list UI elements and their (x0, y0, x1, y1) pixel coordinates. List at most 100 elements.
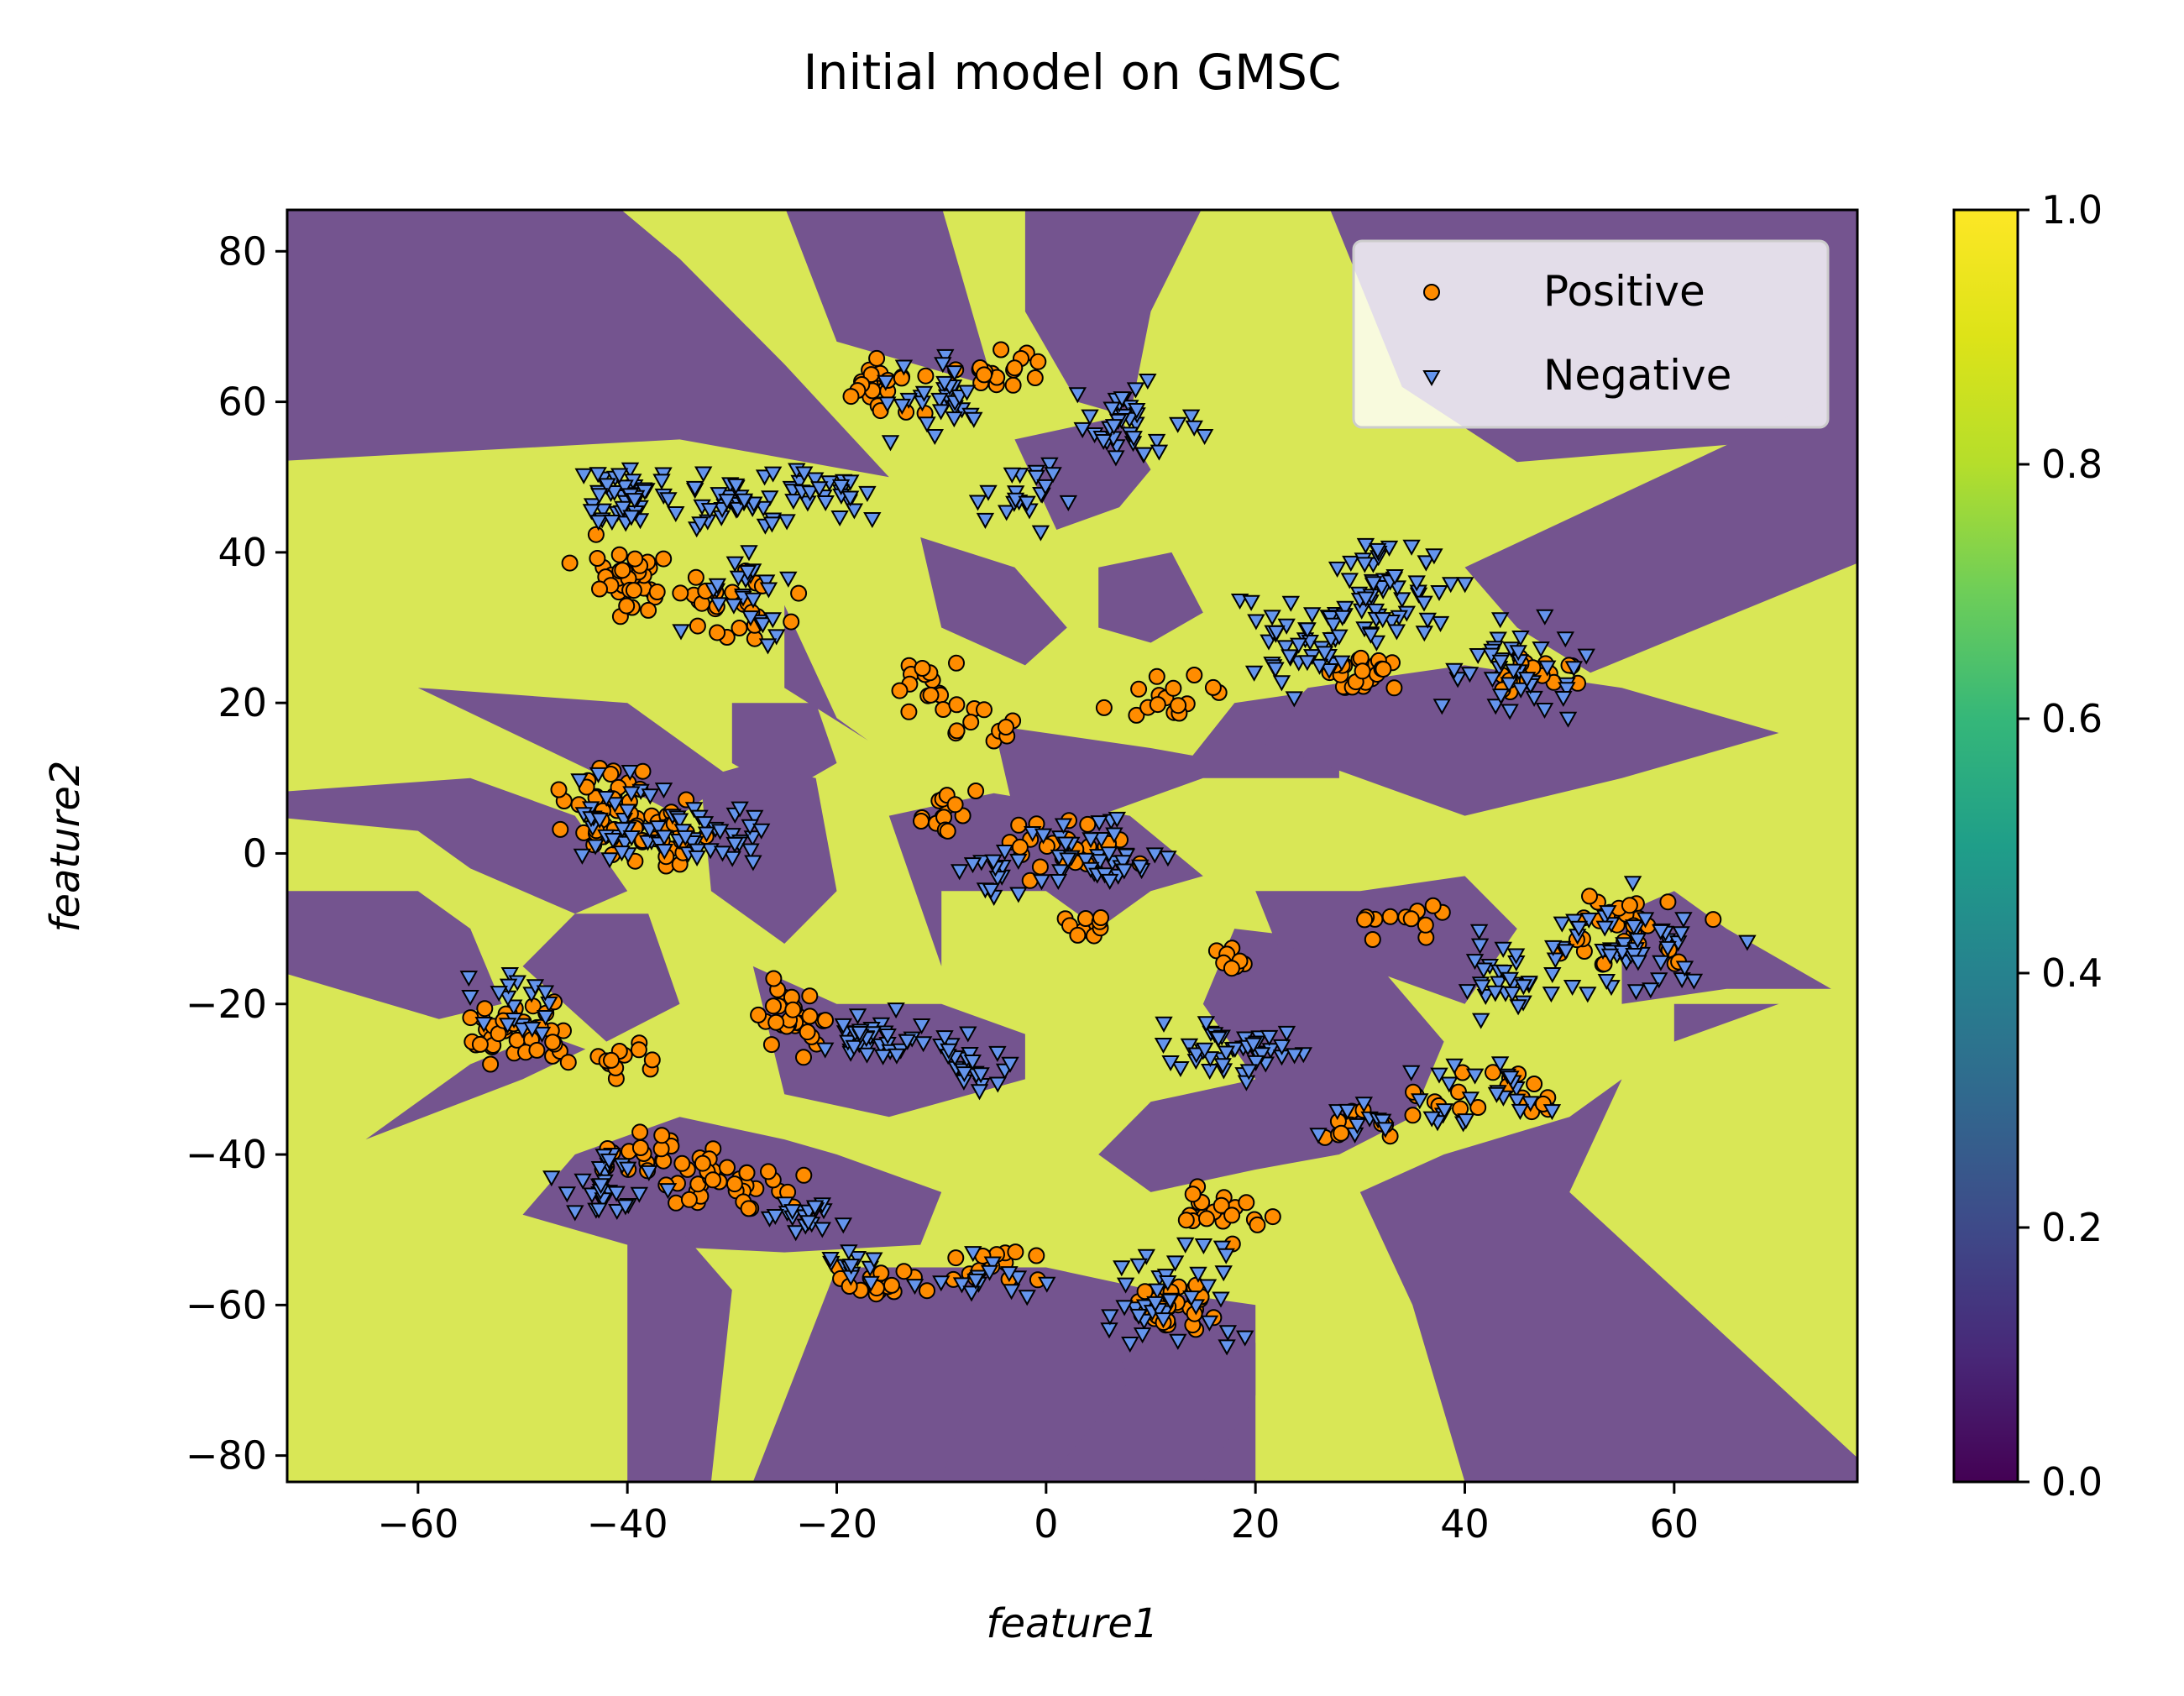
positive-point (844, 389, 859, 404)
positive-point (1622, 898, 1637, 913)
positive-point (1265, 1209, 1281, 1224)
positive-point (1357, 912, 1372, 927)
positive-point (473, 1037, 488, 1052)
y-tick-label: 0 (243, 830, 267, 876)
legend-negative-label: Negative (1543, 351, 1731, 400)
positive-point (690, 619, 705, 634)
positive-point (1406, 1107, 1421, 1123)
positive-point (977, 702, 992, 717)
positive-point (1365, 932, 1380, 947)
positive-point (561, 1055, 576, 1070)
positive-point (632, 1124, 647, 1139)
x-tick-label: −60 (377, 1501, 458, 1547)
positive-point (783, 615, 799, 630)
colorbar-tick-label: 0.4 (2041, 950, 2103, 996)
positive-point (950, 723, 965, 738)
positive-point (785, 1002, 800, 1018)
positive-point (552, 783, 567, 798)
positive-point (998, 720, 1013, 735)
positive-point (1660, 894, 1675, 909)
positive-point (1186, 1186, 1201, 1201)
positive-point (483, 1057, 498, 1072)
positive-point (604, 1053, 619, 1068)
positive-point (1224, 1207, 1239, 1222)
colorbar-tick-label: 1.0 (2041, 187, 2103, 233)
positive-point (689, 570, 704, 585)
x-tick-label: 20 (1231, 1501, 1281, 1547)
positive-point (673, 585, 688, 600)
positive-point (791, 586, 806, 601)
positive-point (766, 998, 781, 1013)
colorbar-gradient (1954, 210, 2018, 1482)
positive-point (1186, 667, 1202, 683)
colorbar-tick-label: 0.2 (2041, 1205, 2103, 1250)
positive-point (949, 697, 964, 712)
positive-point (948, 1250, 963, 1265)
positive-point (545, 1034, 560, 1050)
positive-point (592, 582, 607, 597)
positive-point (796, 1168, 811, 1183)
positive-point (914, 814, 929, 829)
positive-point (1705, 912, 1720, 927)
positive-point (656, 552, 671, 567)
y-axis: −80−60−40−20020406080 (186, 228, 287, 1478)
positive-point (766, 971, 781, 987)
x-tick-label: −20 (796, 1501, 877, 1547)
positive-point (1093, 910, 1108, 925)
positive-point (1224, 961, 1239, 976)
positive-point (1013, 840, 1028, 855)
positive-point (741, 1201, 757, 1216)
positive-point (894, 370, 909, 385)
positive-point (796, 1050, 811, 1065)
positive-point (800, 1024, 815, 1039)
positive-point (1527, 1076, 1542, 1091)
positive-point (529, 1043, 544, 1058)
positive-point (705, 1172, 720, 1187)
positive-point (641, 603, 656, 618)
positive-point (919, 1283, 935, 1298)
positive-point (869, 351, 884, 366)
positive-point (626, 583, 642, 598)
positive-point (802, 988, 817, 1003)
legend-positive-label: Positive (1543, 267, 1705, 316)
positive-point (893, 683, 908, 699)
x-axis-label: feature1 (987, 1600, 1159, 1647)
positive-point (1011, 818, 1026, 833)
positive-point (948, 797, 963, 812)
positive-point (1171, 698, 1186, 713)
positive-point (1097, 700, 1112, 715)
positive-point (1006, 378, 1021, 393)
y-axis-label: feature2 (42, 761, 89, 933)
positive-point (553, 822, 568, 837)
y-tick-label: −80 (186, 1433, 267, 1479)
positive-point (1249, 1217, 1265, 1233)
positive-point (751, 1008, 766, 1023)
legend-positive-marker (1424, 285, 1439, 300)
positive-point (654, 1128, 669, 1143)
positive-point (589, 527, 604, 542)
y-tick-label: −60 (186, 1282, 267, 1327)
positive-point (768, 1015, 783, 1030)
positive-point (761, 1164, 776, 1179)
positive-point (963, 715, 978, 730)
x-tick-label: −40 (587, 1501, 668, 1547)
positive-point (695, 1156, 710, 1171)
positive-point (968, 783, 983, 798)
positive-point (1418, 918, 1433, 933)
positive-point (818, 1013, 833, 1028)
positive-point (650, 584, 665, 599)
positive-point (1239, 1195, 1254, 1210)
y-tick-label: 80 (217, 228, 267, 274)
positive-point (924, 688, 939, 703)
positive-point (993, 343, 1008, 358)
positive-point (563, 556, 578, 571)
positive-point (1033, 860, 1048, 875)
x-tick-label: 0 (1034, 1501, 1058, 1547)
positive-point (627, 552, 642, 567)
positive-point (615, 563, 630, 578)
positive-point (1355, 663, 1370, 678)
positive-point (940, 824, 956, 839)
positive-point (1179, 1212, 1194, 1228)
positive-point (674, 1156, 689, 1171)
